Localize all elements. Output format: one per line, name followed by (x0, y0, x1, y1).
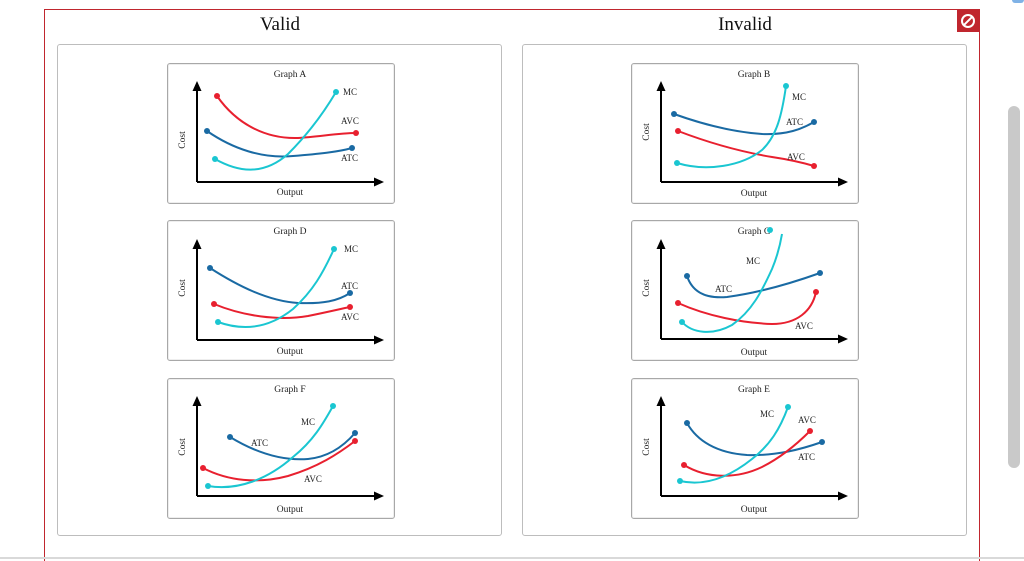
y-axis-arrow (656, 239, 666, 249)
x-axis-label: Output (741, 505, 768, 515)
avc-curve (677, 291, 817, 326)
x-axis-label: Output (277, 188, 304, 198)
x-axis-arrow (838, 491, 848, 501)
y-axis-arrow (192, 396, 202, 406)
atc-curve (209, 267, 351, 305)
atc-curve (686, 272, 821, 299)
avc-curve (677, 130, 815, 167)
graph-card-a[interactable]: Graph A Cost Output MC AVC ATC (167, 63, 395, 204)
mc-curve (207, 405, 334, 489)
atc-label: ATC (251, 438, 268, 448)
invalid-column-title: Invalid (718, 14, 772, 35)
graph-title: Graph B (738, 70, 770, 80)
y-axis-arrow (192, 81, 202, 91)
vertical-scrollbar[interactable] (1008, 106, 1020, 468)
x-axis-label: Output (741, 189, 768, 199)
graph-title: Graph C (738, 227, 770, 237)
atc-curve (686, 422, 823, 457)
atc-label: ATC (715, 284, 732, 294)
mc-curve (681, 233, 783, 333)
x-axis-arrow (838, 334, 848, 344)
valid-column-title: Valid (259, 14, 301, 35)
mc-label: MC (301, 417, 315, 427)
mc-label: MC (343, 87, 357, 97)
y-axis-label: Cost (178, 438, 188, 456)
y-axis-arrow (656, 81, 666, 91)
graph-title: Graph E (738, 385, 770, 395)
atc-label: ATC (798, 452, 815, 462)
avc-label: AVC (795, 321, 813, 331)
avc-curve (216, 95, 357, 140)
prohibited-icon (957, 10, 979, 32)
x-axis-arrow (374, 177, 384, 187)
y-axis-label: Cost (642, 438, 652, 456)
graph-card-d[interactable]: Graph D Cost Output MC ATC AVC (167, 220, 395, 361)
mc-curve (679, 406, 789, 484)
mc-label: MC (746, 256, 760, 266)
scroll-indicator (1012, 0, 1024, 3)
atc-label: ATC (341, 281, 358, 291)
x-axis-label: Output (277, 505, 304, 515)
avc-label: AVC (787, 152, 805, 162)
x-axis-arrow (374, 491, 384, 501)
mc-curve (676, 85, 787, 169)
avc-curve (213, 303, 351, 319)
y-axis-arrow (192, 239, 202, 249)
graph-card-e[interactable]: Graph E Cost Output MC AVC ATC (631, 378, 859, 519)
y-axis-label: Cost (178, 131, 188, 149)
graph-title: Graph A (274, 70, 307, 80)
graph-card-b[interactable]: Graph B Cost Output MC ATC AVC (631, 63, 859, 204)
avc-curve (202, 440, 356, 482)
avc-label: AVC (304, 474, 322, 484)
x-axis-arrow (374, 335, 384, 345)
mc-curve (217, 248, 335, 329)
y-axis-label: Cost (178, 279, 188, 297)
y-axis-arrow (656, 396, 666, 406)
activity-frame (44, 9, 980, 561)
graph-card-c[interactable]: Graph C Cost Output MC ATC AVC (631, 220, 859, 361)
bottom-divider (0, 557, 1024, 559)
avc-curve (683, 430, 811, 477)
avc-label: AVC (798, 415, 816, 425)
x-axis-label: Output (277, 347, 304, 357)
atc-label: ATC (786, 117, 803, 127)
graph-card-f[interactable]: Graph F Cost Output MC ATC AVC (167, 378, 395, 519)
atc-curve (229, 432, 356, 461)
y-axis-label: Cost (642, 279, 652, 297)
mc-label: MC (792, 92, 806, 102)
atc-label: ATC (341, 153, 358, 163)
avc-label: AVC (341, 312, 359, 322)
atc-curve (206, 130, 353, 158)
y-axis-label: Cost (642, 123, 652, 141)
x-axis-label: Output (741, 348, 768, 358)
graph-title: Graph F (274, 385, 305, 395)
atc-curve (673, 113, 815, 136)
graph-title: Graph D (274, 227, 307, 237)
mc-label: MC (344, 244, 358, 254)
mc-curve (214, 91, 337, 171)
mc-label: MC (760, 409, 774, 419)
x-axis-arrow (838, 177, 848, 187)
avc-label: AVC (341, 116, 359, 126)
